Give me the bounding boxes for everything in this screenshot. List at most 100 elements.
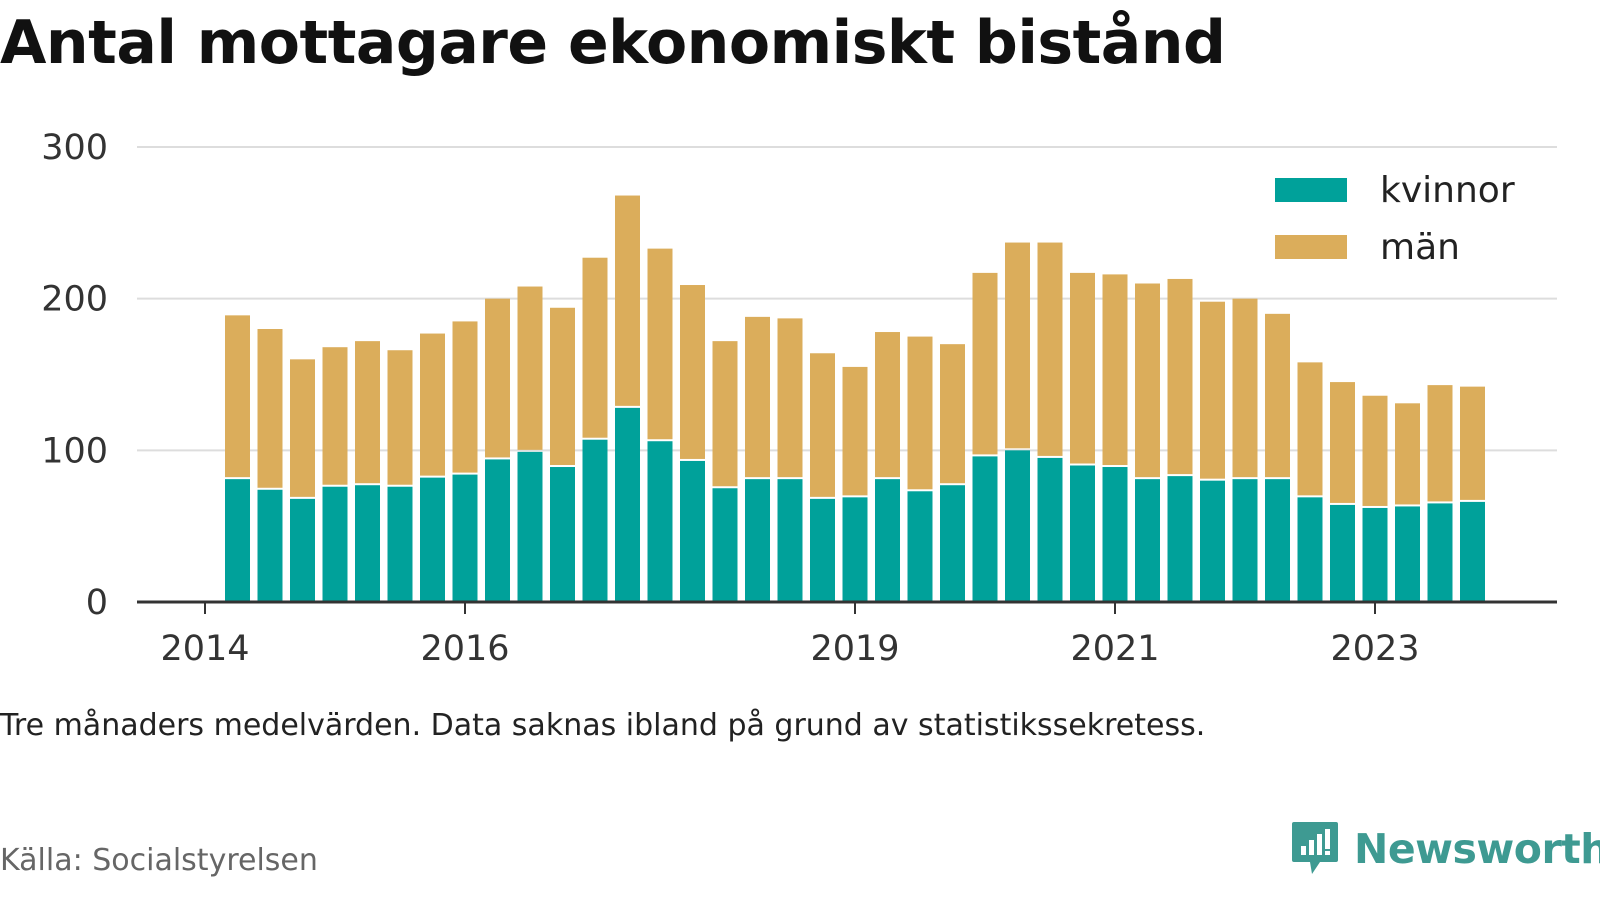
bar-man — [550, 307, 575, 466]
bar-man — [1070, 272, 1095, 464]
bar-man — [257, 329, 283, 488]
bar-kvinnor — [452, 474, 478, 602]
bar-kvinnor — [1037, 457, 1063, 602]
bar-kvinnor — [1362, 507, 1388, 602]
bar-kvinnor — [1460, 501, 1485, 602]
legend-label-man: män — [1380, 227, 1460, 268]
bar-kvinnor — [1232, 479, 1258, 602]
bar-kvinnor — [647, 441, 673, 602]
bar-man — [647, 248, 673, 440]
y-tick-label: 0 — [86, 583, 108, 623]
bar-kvinnor — [972, 456, 998, 602]
bar-man — [322, 347, 348, 485]
source-text: Källa: Socialstyrelsen — [0, 843, 318, 878]
bar-man — [777, 318, 803, 478]
x-tick-label: 2014 — [160, 629, 249, 669]
bar-kvinnor — [387, 486, 413, 602]
chart-title: Antal mottagare ekonomiskt bistånd — [0, 8, 1226, 78]
bar-man — [1297, 362, 1323, 496]
bar-man — [517, 286, 543, 450]
bar-man — [1102, 274, 1128, 466]
bar-man — [810, 353, 835, 497]
bar-kvinnor — [940, 485, 965, 602]
stacked-bar-chart: 0 100 200 300 2014 2016 2019 2021 2023 kvinnor … — [41, 128, 1557, 669]
bar-kvinnor — [907, 491, 933, 602]
x-tick-label: 2021 — [1070, 629, 1159, 669]
bar-kvinnor — [680, 460, 705, 602]
bar-kvinnor — [1427, 503, 1453, 602]
bar-man — [387, 350, 413, 485]
bar-man — [420, 333, 445, 476]
bar-man — [1005, 242, 1030, 449]
bar-man — [907, 336, 933, 490]
bars — [225, 195, 1485, 602]
bar-man — [452, 321, 478, 473]
legend-label-kvinnor: kvinnor — [1380, 170, 1515, 211]
bar-kvinnor — [875, 479, 900, 602]
bar-kvinnor — [1395, 506, 1420, 602]
bar-man — [1200, 301, 1225, 479]
bar-man — [1135, 283, 1160, 478]
x-tick-label: 2023 — [1330, 629, 1419, 669]
bar-man — [940, 344, 965, 484]
bar-man — [842, 366, 868, 496]
bar-kvinnor — [582, 439, 608, 602]
bar-man — [1037, 242, 1063, 456]
brand-name: Newsworthy — [1354, 825, 1600, 873]
bar-man — [615, 195, 640, 406]
bar-kvinnor — [550, 467, 575, 602]
bar-man — [875, 332, 900, 478]
bar-man — [485, 298, 510, 458]
x-tick-label: 2019 — [810, 629, 899, 669]
bar-kvinnor — [842, 497, 868, 602]
bar-man — [290, 359, 315, 497]
bar-kvinnor — [1005, 450, 1030, 602]
bar-kvinnor — [420, 477, 445, 602]
bar-man — [225, 315, 250, 478]
legend-swatch-man — [1275, 235, 1347, 259]
legend-swatch-kvinnor — [1275, 178, 1347, 202]
bar-kvinnor — [1200, 480, 1225, 602]
bar-kvinnor — [1297, 497, 1323, 602]
newsworthy-logo-icon — [1292, 822, 1338, 874]
x-tick-label: 2016 — [420, 629, 509, 669]
y-tick-label: 200 — [41, 280, 108, 320]
bar-man — [582, 257, 608, 438]
bar-man — [1330, 382, 1355, 503]
bar-man — [745, 316, 770, 478]
newsworthy-logo: Newsworthy — [1290, 820, 1600, 878]
y-axis-ticks: 0 100 200 300 — [41, 128, 108, 623]
bar-man — [1232, 298, 1258, 478]
bar-kvinnor — [1135, 479, 1160, 602]
bar-kvinnor — [257, 489, 283, 602]
y-tick-label: 300 — [41, 128, 108, 168]
y-tick-label: 100 — [41, 431, 108, 471]
bar-man — [1395, 403, 1420, 505]
bar-man — [972, 272, 998, 455]
bar-kvinnor — [322, 486, 348, 602]
bar-kvinnor — [810, 498, 835, 602]
bar-kvinnor — [615, 407, 640, 602]
x-axis: 2014 2016 2019 2021 2023 — [137, 600, 1557, 669]
bar-kvinnor — [1265, 479, 1290, 602]
bar-man — [1460, 386, 1485, 500]
bar-man — [680, 285, 705, 459]
bar-kvinnor — [485, 459, 510, 602]
bar-man — [1265, 313, 1290, 478]
bar-man — [1427, 385, 1453, 502]
bar-man — [712, 341, 738, 487]
bar-kvinnor — [712, 488, 738, 602]
bar-man — [1167, 278, 1193, 475]
bar-kvinnor — [777, 479, 803, 602]
bar-man — [1362, 395, 1388, 506]
bar-kvinnor — [1102, 467, 1128, 602]
bar-kvinnor — [290, 498, 315, 602]
bar-kvinnor — [225, 479, 250, 602]
bar-kvinnor — [1330, 504, 1355, 602]
bar-kvinnor — [1167, 476, 1193, 602]
legend: kvinnor män — [1275, 170, 1515, 268]
bar-kvinnor — [517, 451, 543, 602]
bar-kvinnor — [1070, 465, 1095, 602]
bar-man — [355, 341, 380, 484]
bar-kvinnor — [745, 479, 770, 602]
